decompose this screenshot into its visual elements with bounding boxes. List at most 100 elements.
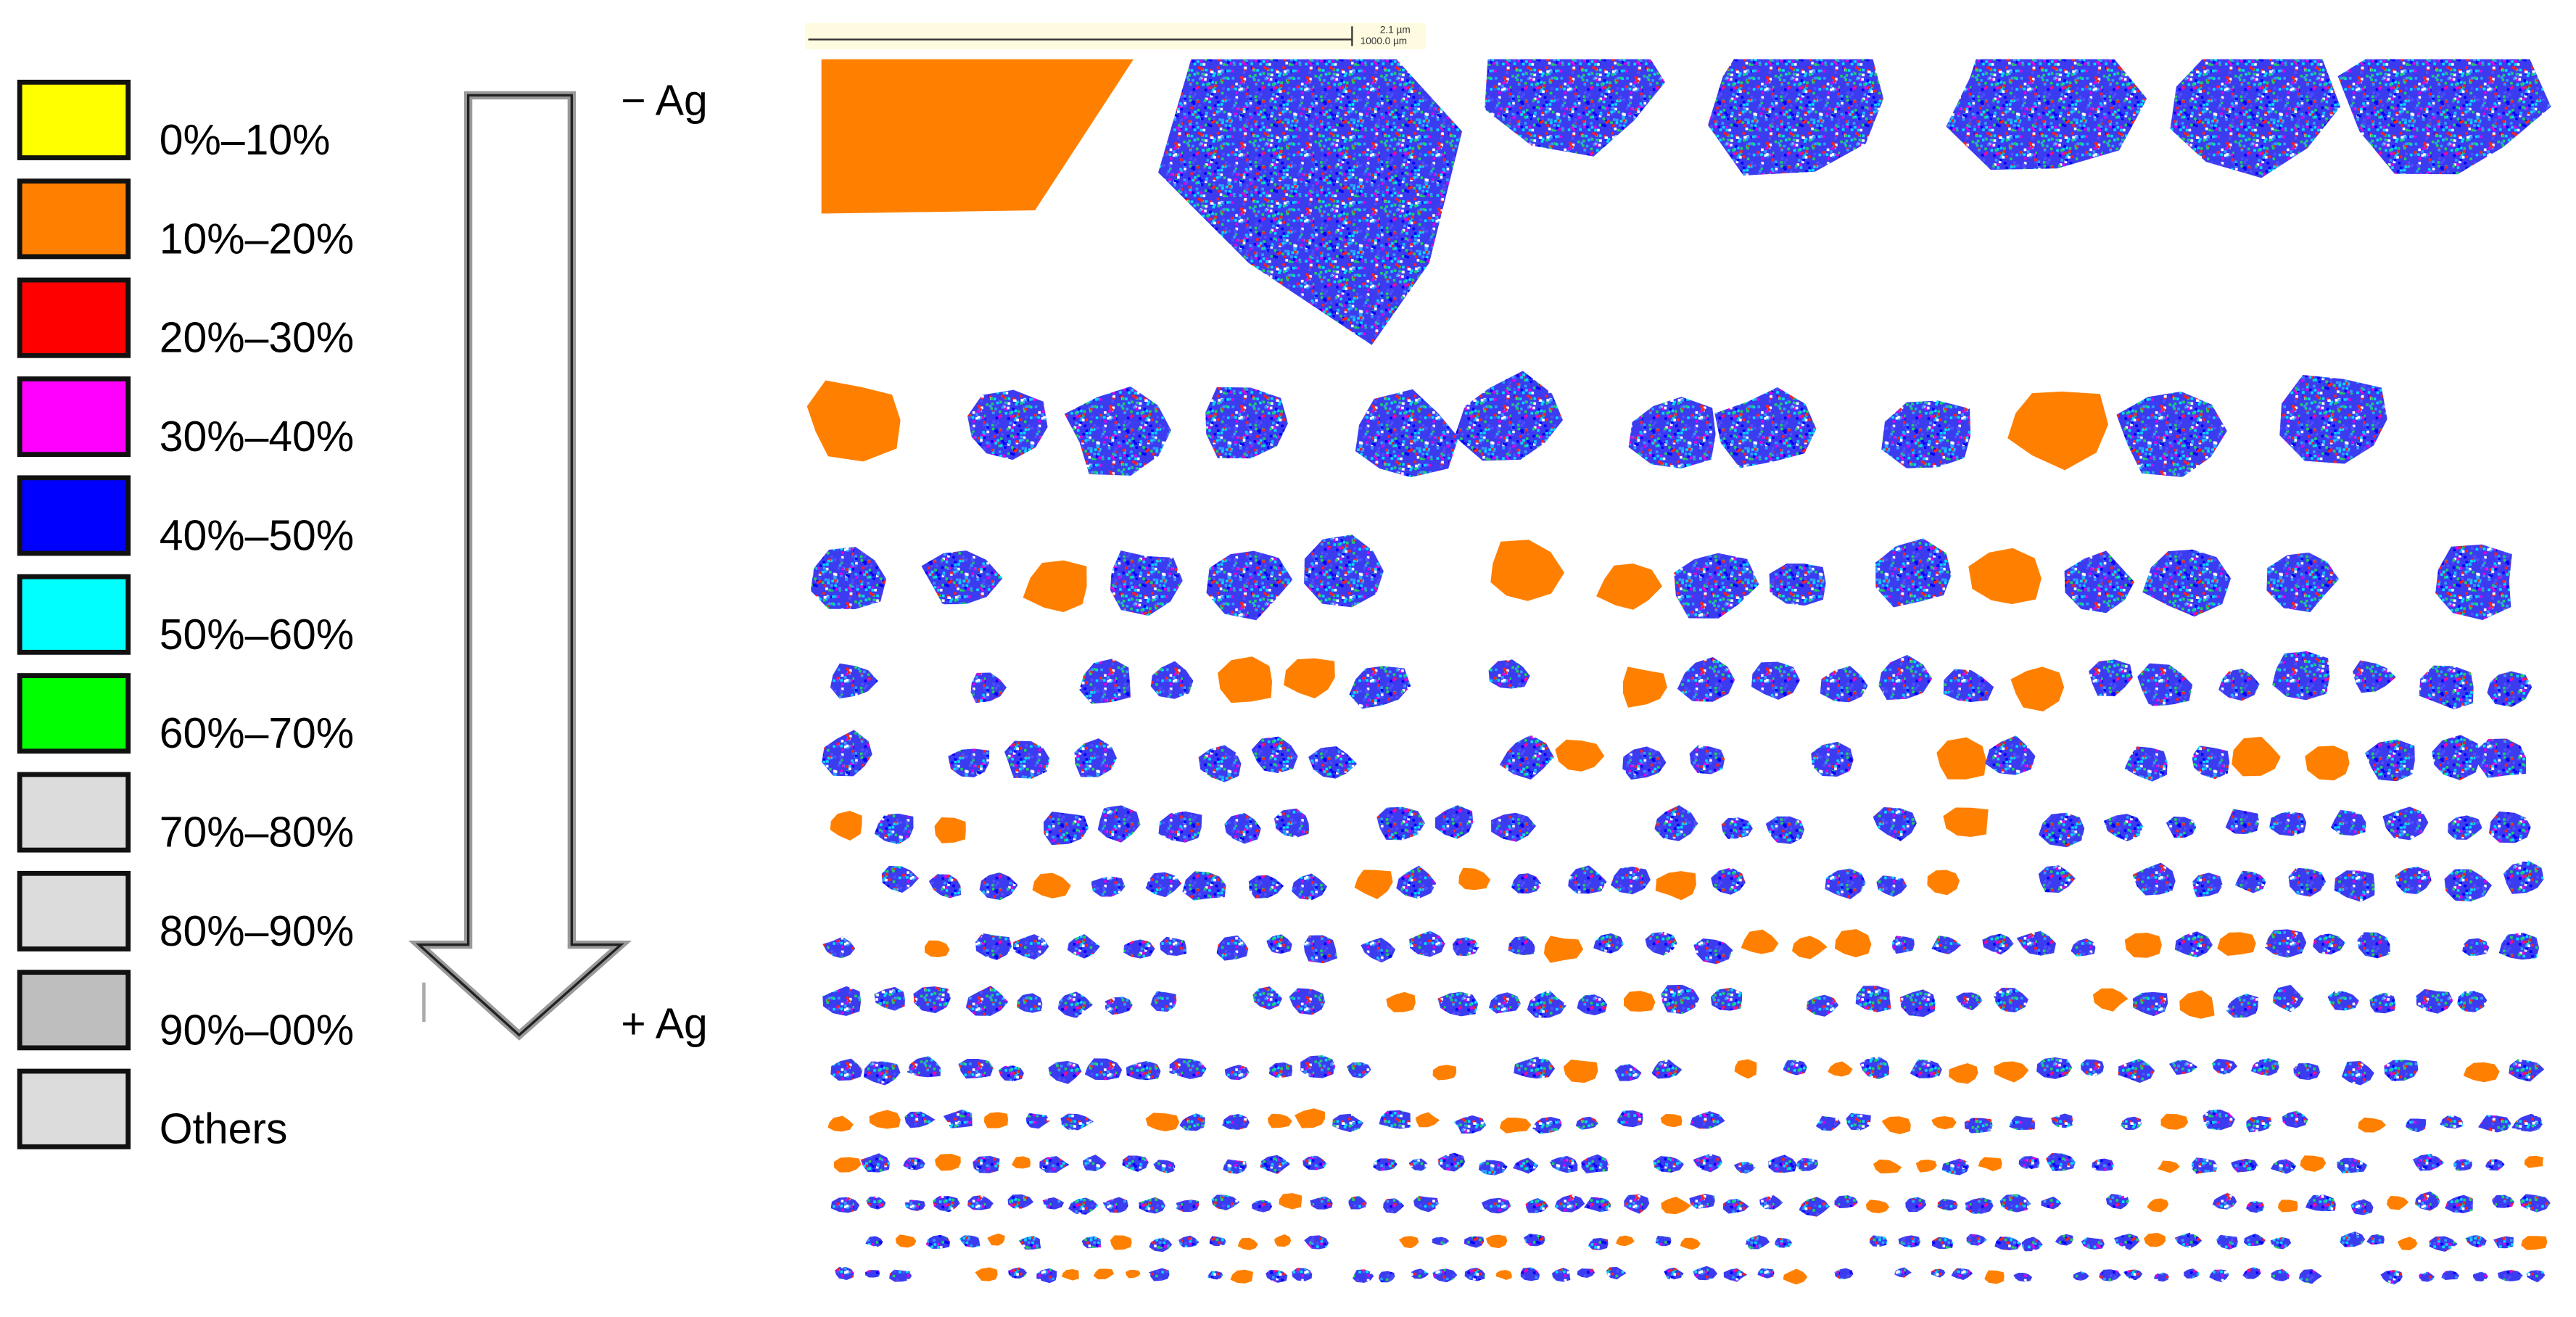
particle <box>2282 1110 2308 1128</box>
particle <box>2212 1058 2238 1076</box>
particle <box>2526 1270 2546 1283</box>
particle <box>970 672 1007 703</box>
particle <box>2498 933 2540 960</box>
particle <box>1708 59 1884 176</box>
particle <box>1145 872 1182 898</box>
particle <box>1664 1267 1684 1280</box>
particle <box>1025 1113 1050 1129</box>
particle <box>1949 1062 1978 1084</box>
particle <box>2064 550 2135 614</box>
particle <box>2493 1236 2514 1249</box>
particle <box>1169 1058 1207 1080</box>
particle <box>2039 812 2085 848</box>
particle <box>1892 936 1915 954</box>
particle <box>2132 862 2176 896</box>
particle <box>1710 987 1743 1011</box>
particle <box>1806 994 1839 1017</box>
particle <box>2380 1270 2403 1285</box>
particle <box>1252 986 1283 1010</box>
particle <box>2278 1200 2298 1213</box>
particle <box>1878 655 1933 701</box>
particle <box>1549 1155 1578 1173</box>
particle <box>1563 1059 1598 1083</box>
particle <box>1074 738 1117 777</box>
particle <box>2387 1195 2409 1210</box>
particle <box>1396 865 1437 899</box>
particle <box>1266 934 1292 954</box>
particle <box>1481 1197 1511 1214</box>
particle <box>2269 811 2307 836</box>
particle <box>1733 1161 1756 1174</box>
particle <box>1458 867 1491 891</box>
particle <box>1304 1235 1329 1250</box>
arrow-edge <box>416 94 624 1037</box>
particle <box>1348 1195 1367 1210</box>
particle <box>2018 1156 2040 1170</box>
particle <box>2170 59 2341 178</box>
particle <box>1061 1269 1079 1281</box>
particle <box>2463 1062 2500 1083</box>
particle <box>2081 1059 2104 1077</box>
particle <box>2477 1115 2511 1133</box>
particle <box>1689 745 1725 775</box>
particle <box>2266 552 2340 613</box>
particle <box>1611 867 1651 895</box>
particle <box>1881 400 1971 468</box>
particle <box>2184 1268 2201 1279</box>
particle <box>1438 1152 1466 1172</box>
particle <box>2174 1232 2203 1249</box>
particle <box>1485 59 1665 157</box>
legend-swatch <box>17 376 131 458</box>
particle <box>1479 1160 1508 1176</box>
particle <box>1499 1118 1532 1134</box>
particle <box>1943 669 1994 703</box>
particle <box>1223 1159 1247 1174</box>
particle <box>975 1267 998 1281</box>
particle <box>1932 1237 1954 1250</box>
particle <box>2327 991 2359 1011</box>
particle <box>1508 936 1535 956</box>
particle <box>830 663 878 699</box>
particle <box>913 986 951 1014</box>
particle <box>2419 1271 2435 1282</box>
particle <box>1982 933 2014 955</box>
particle <box>1464 1267 1485 1281</box>
particle <box>1769 563 1826 606</box>
particle <box>1279 1193 1303 1210</box>
particle <box>1081 1236 1101 1249</box>
particle <box>1524 1234 1545 1247</box>
particle <box>1575 1116 1598 1130</box>
particle <box>1951 1268 1973 1280</box>
particle <box>2279 375 2387 464</box>
particle <box>1525 1198 1549 1213</box>
particle <box>2021 1237 2043 1252</box>
particle <box>1859 1056 1889 1080</box>
legend-swatch <box>17 772 131 853</box>
particle <box>1067 934 1100 959</box>
particle <box>2358 1117 2387 1133</box>
particle <box>2232 736 2281 777</box>
particle <box>2234 870 2266 893</box>
particle <box>2521 1236 2548 1250</box>
particle <box>1211 1194 1240 1210</box>
particle <box>2350 1199 2374 1215</box>
particle <box>2103 814 2144 842</box>
particle <box>1757 1268 1775 1279</box>
particle <box>2142 549 2232 617</box>
particle <box>2007 391 2109 471</box>
particle <box>1150 661 1194 699</box>
particle <box>1043 812 1089 846</box>
particle <box>1514 1057 1556 1079</box>
particle <box>2166 816 2197 838</box>
particle <box>2192 872 2223 898</box>
legend-swatch <box>17 277 131 358</box>
particle <box>1552 1267 1571 1282</box>
particle <box>1927 870 1960 896</box>
particle <box>1554 1194 1585 1213</box>
particle <box>1310 1196 1333 1210</box>
particle <box>1815 1115 1841 1131</box>
particle <box>2009 1115 2036 1131</box>
particle <box>2191 1157 2218 1174</box>
particle <box>1828 1061 1853 1077</box>
particle <box>1036 1268 1057 1284</box>
